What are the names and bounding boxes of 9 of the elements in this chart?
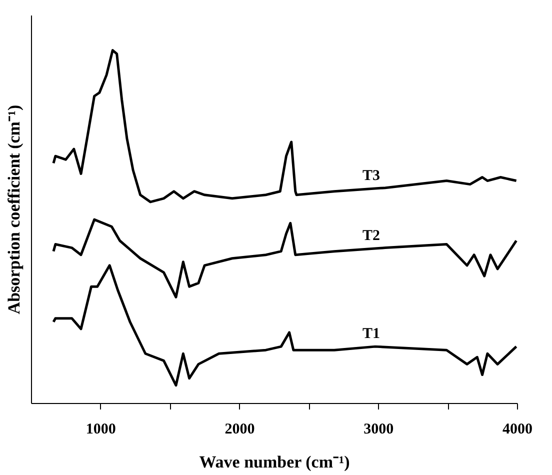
series-label: T3 — [362, 168, 380, 184]
series-label: T2 — [362, 228, 380, 244]
series-label: T1 — [362, 326, 380, 342]
x-tick-label: 1000 — [86, 422, 116, 438]
y-axis-title: Absorption coefficient (cm⁻¹) — [4, 104, 24, 314]
x-tick-label: 2000 — [224, 422, 255, 438]
x-tick-label: 4000 — [502, 422, 532, 438]
x-axis-title: Wave number (cm⁻¹) — [199, 452, 350, 472]
x-tick-label: 3000 — [364, 422, 394, 438]
